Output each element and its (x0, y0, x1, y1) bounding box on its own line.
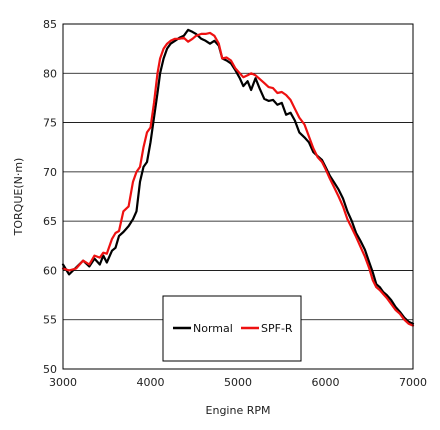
series-layer (61, 28, 415, 327)
tick-labels: 50 55 60 65 70 75 80 85 3000 4000 5000 6000 7000 (43, 18, 427, 389)
x-tick-label: 4000 (137, 376, 165, 389)
legend-label-normal: Normal (193, 322, 233, 335)
y-axis-title: TORQUE(N·m) (12, 158, 25, 237)
x-tick-label: 3000 (49, 376, 77, 389)
y-tick-label: 85 (43, 18, 57, 31)
series-line-spf-r (61, 31, 415, 327)
x-tick-label: 5000 (224, 376, 252, 389)
y-tick-label: 80 (43, 67, 57, 80)
plot-frame (62, 23, 414, 370)
y-tick-label: 65 (43, 215, 57, 228)
x-tick-label: 6000 (312, 376, 340, 389)
legend-label-spf-r: SPF-R (261, 322, 293, 335)
y-tick-label: 55 (43, 314, 57, 327)
y-tick-label: 70 (43, 166, 57, 179)
x-axis-title: Engine RPM (206, 404, 271, 417)
grid-lines (63, 72, 413, 321)
y-tick-label: 75 (43, 117, 57, 130)
series-line-normal (61, 28, 415, 325)
x-tick-label: 7000 (399, 376, 427, 389)
y-tick-label: 60 (43, 264, 57, 277)
y-tick-label: 50 (43, 363, 57, 376)
legend: Normal SPF-R (162, 295, 302, 362)
